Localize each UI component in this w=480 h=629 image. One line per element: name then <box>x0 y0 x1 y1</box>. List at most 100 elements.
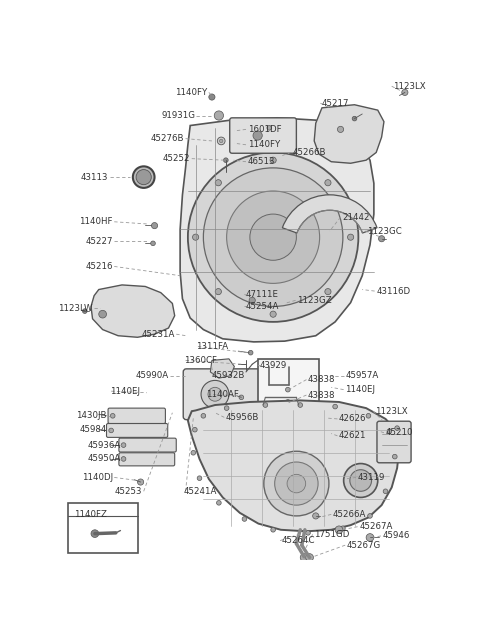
Text: 45956B: 45956B <box>226 413 259 422</box>
Text: 46513: 46513 <box>248 157 275 166</box>
Circle shape <box>209 94 215 100</box>
Circle shape <box>191 450 196 455</box>
Circle shape <box>337 126 344 133</box>
Circle shape <box>366 413 371 418</box>
Circle shape <box>248 350 253 355</box>
Text: 1140DJ: 1140DJ <box>82 473 113 482</box>
Text: 45932B: 45932B <box>212 371 245 381</box>
Circle shape <box>285 399 291 406</box>
Circle shape <box>250 214 296 260</box>
Circle shape <box>270 157 276 164</box>
Circle shape <box>192 427 197 432</box>
Text: 43116D: 43116D <box>376 287 410 296</box>
FancyBboxPatch shape <box>183 369 282 420</box>
Text: 1140EJ: 1140EJ <box>109 387 140 396</box>
Circle shape <box>340 526 345 530</box>
Text: 45266A: 45266A <box>333 510 366 519</box>
Text: 1140AF: 1140AF <box>206 390 239 399</box>
Circle shape <box>325 289 331 295</box>
Circle shape <box>306 530 311 535</box>
FancyBboxPatch shape <box>377 421 411 463</box>
Circle shape <box>214 111 224 120</box>
Circle shape <box>325 180 331 186</box>
Text: 42626: 42626 <box>339 415 367 423</box>
Circle shape <box>387 429 392 433</box>
Polygon shape <box>180 118 374 342</box>
Circle shape <box>216 501 221 505</box>
Circle shape <box>121 457 126 461</box>
FancyBboxPatch shape <box>119 438 176 452</box>
Text: 45264C: 45264C <box>282 536 315 545</box>
Text: 45266B: 45266B <box>292 148 326 157</box>
Text: 1311FA: 1311FA <box>196 342 228 351</box>
Text: 43119: 43119 <box>358 473 385 482</box>
Circle shape <box>300 554 308 561</box>
Circle shape <box>352 116 357 121</box>
Text: 47111E: 47111E <box>246 290 279 299</box>
Text: 45254A: 45254A <box>246 302 279 311</box>
Circle shape <box>249 298 255 303</box>
Text: 45267A: 45267A <box>359 522 393 532</box>
Circle shape <box>263 403 268 408</box>
Text: 45936A: 45936A <box>87 440 120 450</box>
Polygon shape <box>188 401 399 532</box>
Circle shape <box>402 89 408 96</box>
Circle shape <box>224 158 228 162</box>
Circle shape <box>253 131 262 140</box>
Circle shape <box>368 514 372 518</box>
Circle shape <box>188 152 359 322</box>
Circle shape <box>152 223 157 229</box>
Circle shape <box>344 464 378 498</box>
FancyBboxPatch shape <box>107 423 168 437</box>
Wedge shape <box>282 195 377 233</box>
Text: 21442: 21442 <box>342 213 370 221</box>
Text: 45946: 45946 <box>383 532 410 540</box>
Text: 45276B: 45276B <box>151 134 184 143</box>
Circle shape <box>227 191 320 284</box>
Text: 45957A: 45957A <box>345 371 378 381</box>
Text: 45984: 45984 <box>79 425 107 434</box>
Text: 91931G: 91931G <box>162 111 196 120</box>
FancyBboxPatch shape <box>230 118 296 153</box>
Text: 45253: 45253 <box>115 487 142 496</box>
Circle shape <box>99 310 107 318</box>
Circle shape <box>312 513 319 519</box>
Text: 45217: 45217 <box>322 99 349 108</box>
Text: 1751GD: 1751GD <box>314 530 349 539</box>
Circle shape <box>348 234 354 240</box>
Text: 45267G: 45267G <box>347 541 381 550</box>
Text: 45227: 45227 <box>85 237 113 245</box>
Circle shape <box>224 406 229 411</box>
Text: 1140FY: 1140FY <box>248 140 280 149</box>
Bar <box>258 359 319 409</box>
Text: 45950A: 45950A <box>87 454 120 464</box>
Circle shape <box>201 413 206 418</box>
Text: 42621: 42621 <box>339 431 367 440</box>
Circle shape <box>395 426 399 430</box>
Text: 1123GC: 1123GC <box>367 226 402 235</box>
Bar <box>68 503 137 553</box>
Circle shape <box>383 489 388 494</box>
Text: 1360CF: 1360CF <box>184 356 217 365</box>
Circle shape <box>267 126 272 130</box>
Circle shape <box>335 526 343 533</box>
Circle shape <box>350 470 372 491</box>
Text: 43838: 43838 <box>308 391 336 399</box>
Circle shape <box>242 516 247 521</box>
Text: 1140FZ: 1140FZ <box>74 510 107 519</box>
Text: 1430JB: 1430JB <box>76 411 107 420</box>
Circle shape <box>208 387 222 401</box>
Circle shape <box>219 139 223 143</box>
Text: 1123LW: 1123LW <box>58 304 93 313</box>
Text: 43113: 43113 <box>81 172 108 182</box>
Circle shape <box>366 533 374 542</box>
Circle shape <box>201 381 229 408</box>
Text: 45990A: 45990A <box>135 371 168 381</box>
Text: 1123LX: 1123LX <box>393 82 426 91</box>
Circle shape <box>192 234 199 240</box>
Text: 1140FY: 1140FY <box>175 88 207 97</box>
Circle shape <box>287 474 306 493</box>
Text: 45252: 45252 <box>163 154 190 163</box>
Circle shape <box>271 528 276 532</box>
Circle shape <box>91 530 99 537</box>
